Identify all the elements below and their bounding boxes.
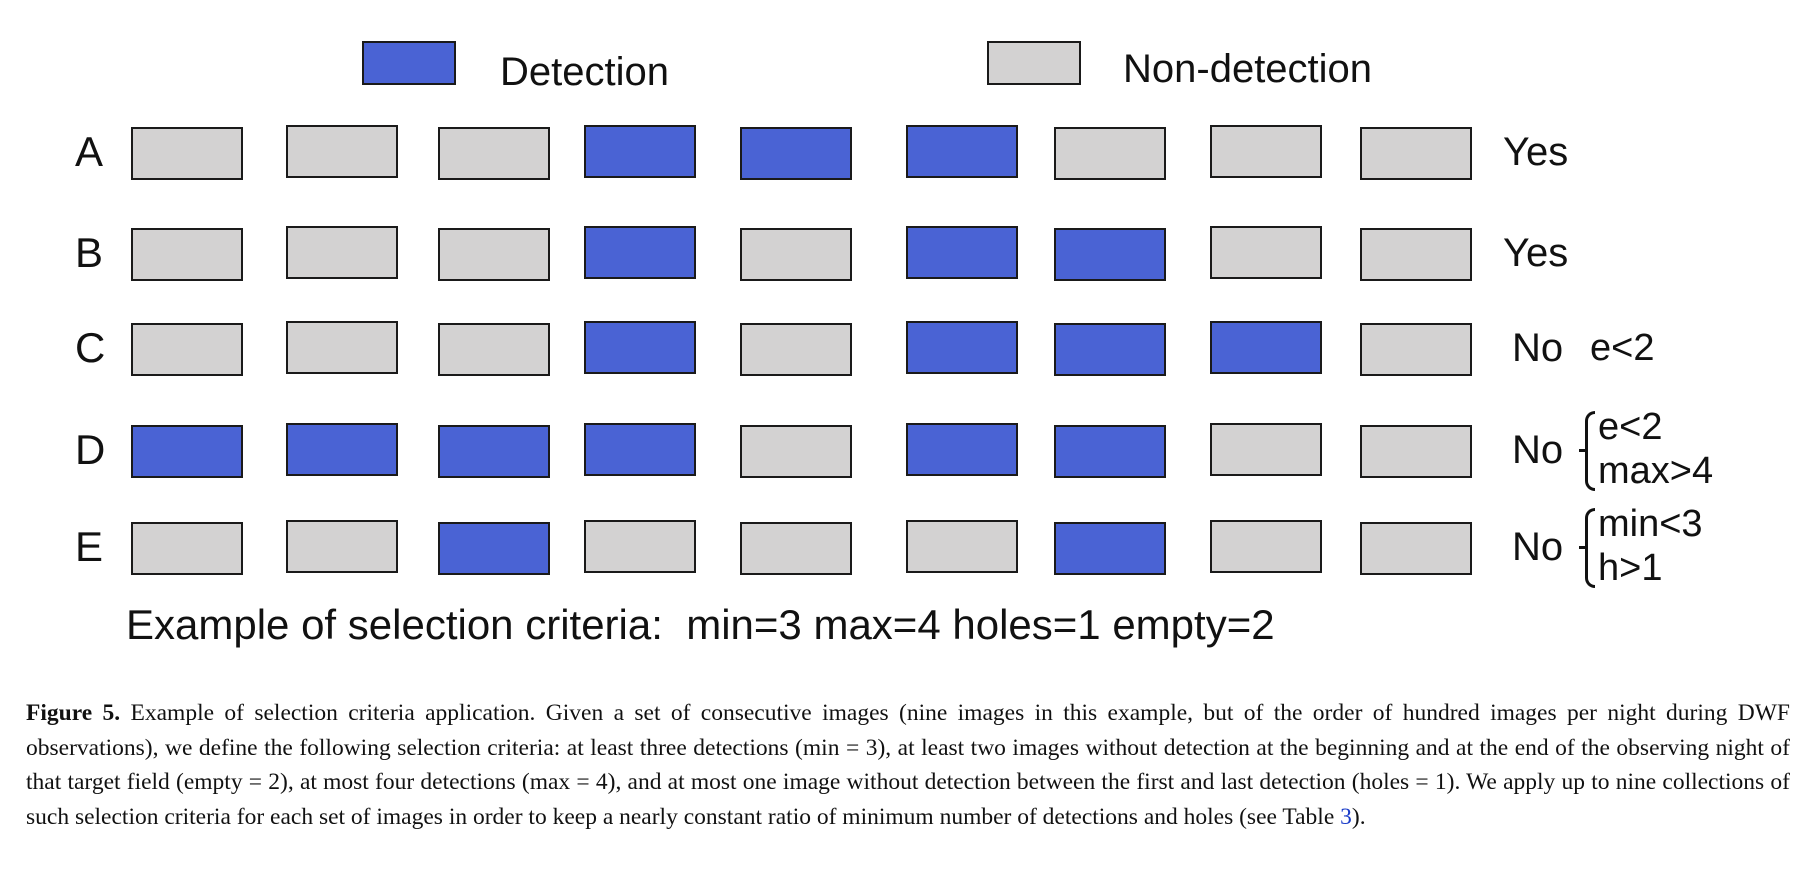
detection-cell [1054,323,1166,376]
criteria-summary: Example of selection criteria: min=3 max… [126,601,1275,648]
nondetection-cell [131,127,243,180]
legend-swatch-detection [362,41,456,85]
nondetection-cell [1360,228,1472,281]
figure-label: Figure 5. [26,700,121,726]
detection-cell [131,425,243,478]
nondetection-cell [1210,423,1322,476]
nondetection-cell [906,520,1018,573]
detection-cell [1210,321,1322,374]
nondetection-cell [584,520,696,573]
row-label-d: D [75,426,106,473]
nondetection-cell [286,125,398,178]
detection-cell [584,321,696,374]
detection-cell [740,127,852,180]
caption-text: Example of selection criteria applicatio… [26,700,1790,830]
legend-swatch-nondetection [987,41,1081,85]
row-condition: e<2 [1590,327,1655,369]
detection-cell [584,226,696,279]
row-condition: h>1 [1598,547,1663,589]
row-label-e: E [75,523,104,570]
nondetection-cell [740,522,852,575]
row-condition: e<2 [1598,406,1663,448]
nondetection-cell [286,321,398,374]
nondetection-cell [438,127,550,180]
nondetection-cell [740,323,852,376]
nondetection-cell [1210,520,1322,573]
detection-cell [906,125,1018,178]
detection-cell [1054,228,1166,281]
nondetection-cell [286,226,398,279]
row-result-c: No [1512,326,1564,370]
detection-cell [438,522,550,575]
nondetection-cell [1360,323,1472,376]
nondetection-cell [131,323,243,376]
detection-cell [1054,522,1166,575]
row-condition: min<3 [1598,503,1703,545]
nondetection-cell [1054,127,1166,180]
nondetection-cell [131,522,243,575]
nondetection-cell [1360,127,1472,180]
detection-cell [1054,425,1166,478]
detection-cell [906,321,1018,374]
nondetection-cell [1210,125,1322,178]
legend-label-detection: Detection [500,50,669,94]
nondetection-cell [740,425,852,478]
detection-cell [584,423,696,476]
nondetection-cell [438,323,550,376]
row-label-a: A [75,128,104,175]
caption-text-end: ). [1351,803,1366,830]
figure-caption: Figure 5. Example of selection criteria … [26,696,1790,834]
nondetection-cell [131,228,243,281]
row-result-e: No [1512,525,1564,569]
row-label-c: C [75,324,106,371]
row-label-b: B [75,229,104,276]
nondetection-cell [740,228,852,281]
nondetection-cell [1360,425,1472,478]
row-result-a: Yes [1503,130,1569,174]
detection-cell [906,226,1018,279]
detection-cell [438,425,550,478]
nondetection-cell [438,228,550,281]
row-condition: max>4 [1598,450,1714,492]
nondetection-cell [286,520,398,573]
row-result-d: No [1512,428,1564,472]
condition-brace [1579,411,1595,491]
detection-cell [286,423,398,476]
condition-brace [1579,508,1595,588]
nondetection-cell [1360,522,1472,575]
row-result-b: Yes [1503,231,1569,275]
nondetection-cell [1210,226,1322,279]
detection-cell [584,125,696,178]
table-reference-link[interactable]: 3 [1340,803,1352,830]
detection-cell [906,423,1018,476]
legend-label-nondetection: Non-detection [1123,47,1373,91]
